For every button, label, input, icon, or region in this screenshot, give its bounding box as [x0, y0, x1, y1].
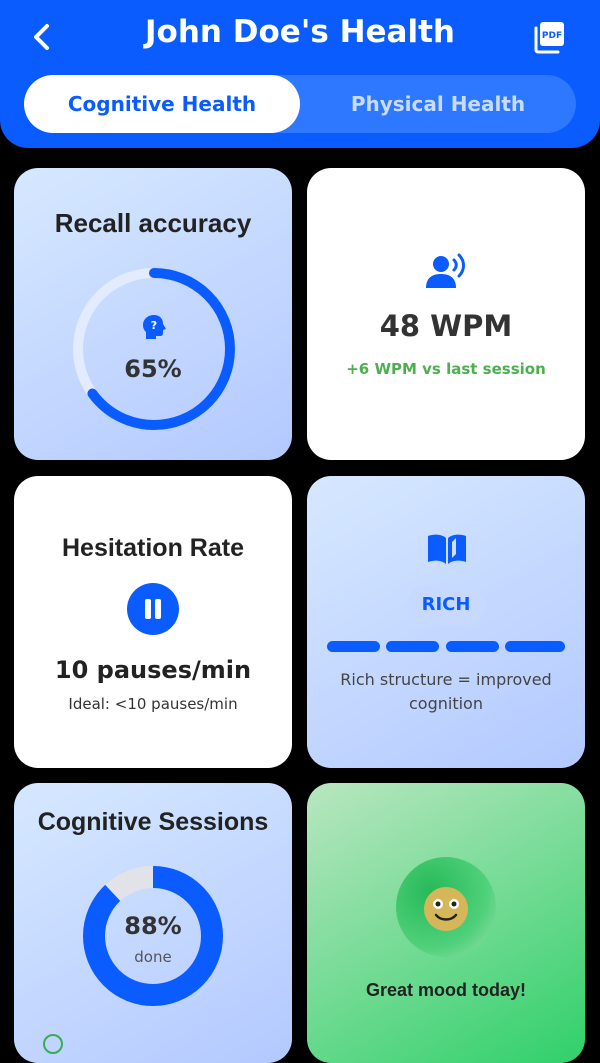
- brain-question-icon: ?: [143, 315, 166, 339]
- speech-rate-value: 48 WPM: [379, 309, 513, 343]
- pdf-icon: PDF: [534, 22, 564, 54]
- speech-rate-card[interactable]: 48 WPM +6 WPM vs last session: [307, 168, 585, 460]
- pause-icon: [127, 583, 179, 635]
- hesitation-rate-value: 10 pauses/min: [54, 656, 252, 684]
- status-circle-icon: [43, 1034, 63, 1054]
- app-header: John Doe's Health PDF Cognitive Health P…: [0, 0, 600, 148]
- structure-badge: RICH: [407, 585, 485, 625]
- tab-physical-health[interactable]: Physical Health: [350, 92, 526, 116]
- structure-caption-line2: cognition: [409, 694, 483, 713]
- cognitive-sessions-card[interactable]: Cognitive Sessions 88% done: [14, 783, 292, 1063]
- hesitation-rate-title: Hesitation Rate: [62, 534, 244, 562]
- chevron-left-icon: [34, 24, 49, 50]
- hesitation-rate-ideal: Ideal: <10 pauses/min: [68, 695, 238, 713]
- sessions-donut: [83, 866, 223, 1006]
- mood-card[interactable]: Great mood today!: [307, 783, 585, 1063]
- recall-accuracy-card[interactable]: Recall accuracy ? 65%: [14, 168, 292, 460]
- mood-text: Great mood today!: [365, 980, 526, 1000]
- sessions-progress-arc: [83, 866, 223, 1006]
- smiling-face-icon: [424, 887, 468, 931]
- structure-caption-line1: Rich structure = improved: [340, 670, 552, 689]
- recall-progress-arc: [73, 268, 235, 430]
- language-structure-card[interactable]: RICH Rich structure = improved cognition: [307, 476, 585, 768]
- recall-accuracy-ring: [73, 268, 235, 430]
- export-pdf-button[interactable]: PDF: [533, 20, 567, 54]
- cognitive-sessions-title: Cognitive Sessions: [37, 808, 269, 836]
- health-tabs: Cognitive Health Physical Health: [24, 75, 576, 133]
- recall-accuracy-value: 65%: [124, 355, 182, 383]
- tab-cognitive-health[interactable]: Cognitive Health: [24, 75, 300, 133]
- speaking-person-icon: [426, 253, 465, 288]
- sessions-value: 88%: [124, 912, 182, 940]
- recall-accuracy-title: Recall accuracy: [54, 208, 252, 238]
- back-button[interactable]: [26, 18, 60, 56]
- structure-segment: [386, 641, 439, 652]
- structure-segment: [505, 641, 565, 652]
- open-book-icon: [428, 534, 466, 564]
- structure-segment: [446, 641, 499, 652]
- svg-text:?: ?: [151, 319, 157, 332]
- hesitation-rate-card[interactable]: Hesitation Rate 10 pauses/min Ideal: <10…: [14, 476, 292, 768]
- sessions-sub-label: done: [134, 948, 172, 966]
- structure-segment: [327, 641, 380, 652]
- page-title: John Doe's Health: [145, 14, 455, 50]
- speech-rate-delta: +6 WPM vs last session: [346, 360, 546, 378]
- pdf-icon-label: PDF: [542, 31, 562, 41]
